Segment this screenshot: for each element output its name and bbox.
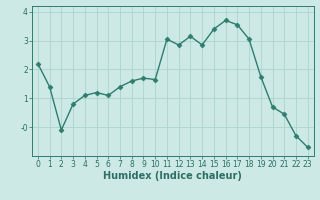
X-axis label: Humidex (Indice chaleur): Humidex (Indice chaleur) <box>103 171 242 181</box>
